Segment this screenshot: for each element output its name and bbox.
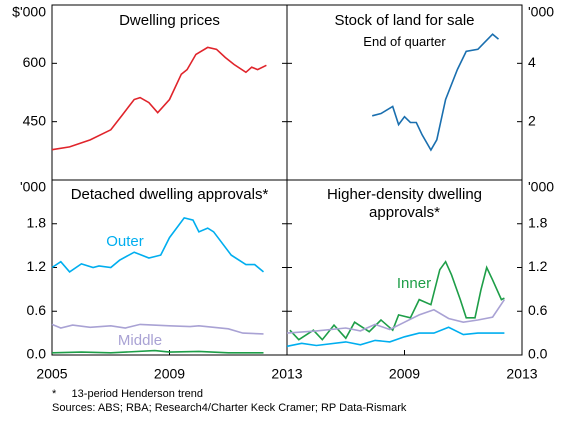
y-tick-label: 0.0: [27, 346, 47, 362]
y-tick-label: 0.0: [528, 346, 548, 362]
series-line: [51, 46, 267, 151]
y-unit: $'000: [12, 4, 46, 20]
y-unit: '000: [528, 179, 554, 195]
sources: Sources: ABS; RBA; Research4/Charter Kec…: [52, 402, 407, 414]
series-line: [371, 33, 500, 152]
x-tick-label: 2013: [506, 366, 537, 382]
footnote: * 13-period Henderson trend: [52, 388, 204, 400]
panel-title: Higher-density dwelling approvals*: [326, 186, 483, 221]
x-tick-label: 2009: [389, 366, 420, 382]
series-line: [51, 323, 264, 335]
series-line: [51, 216, 265, 273]
y-tick-label: 1.8: [27, 214, 47, 230]
panel-subtitle: End of quarter: [363, 34, 446, 49]
y-tick-label: 4: [528, 54, 536, 70]
series-label: Middle: [118, 332, 162, 349]
y-tick-label: 1.2: [528, 258, 548, 274]
x-tick-label: 2005: [36, 366, 67, 382]
series-label: Outer: [106, 233, 144, 250]
y-tick-label: 600: [23, 54, 47, 70]
x-tick-label: 2009: [154, 366, 185, 382]
y-tick-label: 0.6: [528, 302, 548, 318]
y-tick-label: 0.6: [27, 302, 47, 318]
series-line: [51, 349, 264, 354]
y-tick-label: 2: [528, 112, 536, 128]
series-line: [286, 299, 506, 334]
y-unit: '000: [20, 179, 46, 195]
series-line: [286, 326, 505, 348]
y-unit: '000: [528, 4, 554, 20]
y-tick-label: 1.8: [528, 214, 548, 230]
panel-title: Stock of land for sale: [334, 12, 475, 29]
y-tick-label: 1.2: [27, 258, 47, 274]
panel-title: Dwelling prices: [119, 12, 220, 29]
series-line: [289, 260, 505, 341]
y-tick-label: 450: [23, 112, 47, 128]
series-label: Inner: [397, 275, 431, 292]
panel-title: Detached dwelling approvals*: [70, 186, 269, 203]
x-tick-label: 2013: [271, 366, 302, 382]
